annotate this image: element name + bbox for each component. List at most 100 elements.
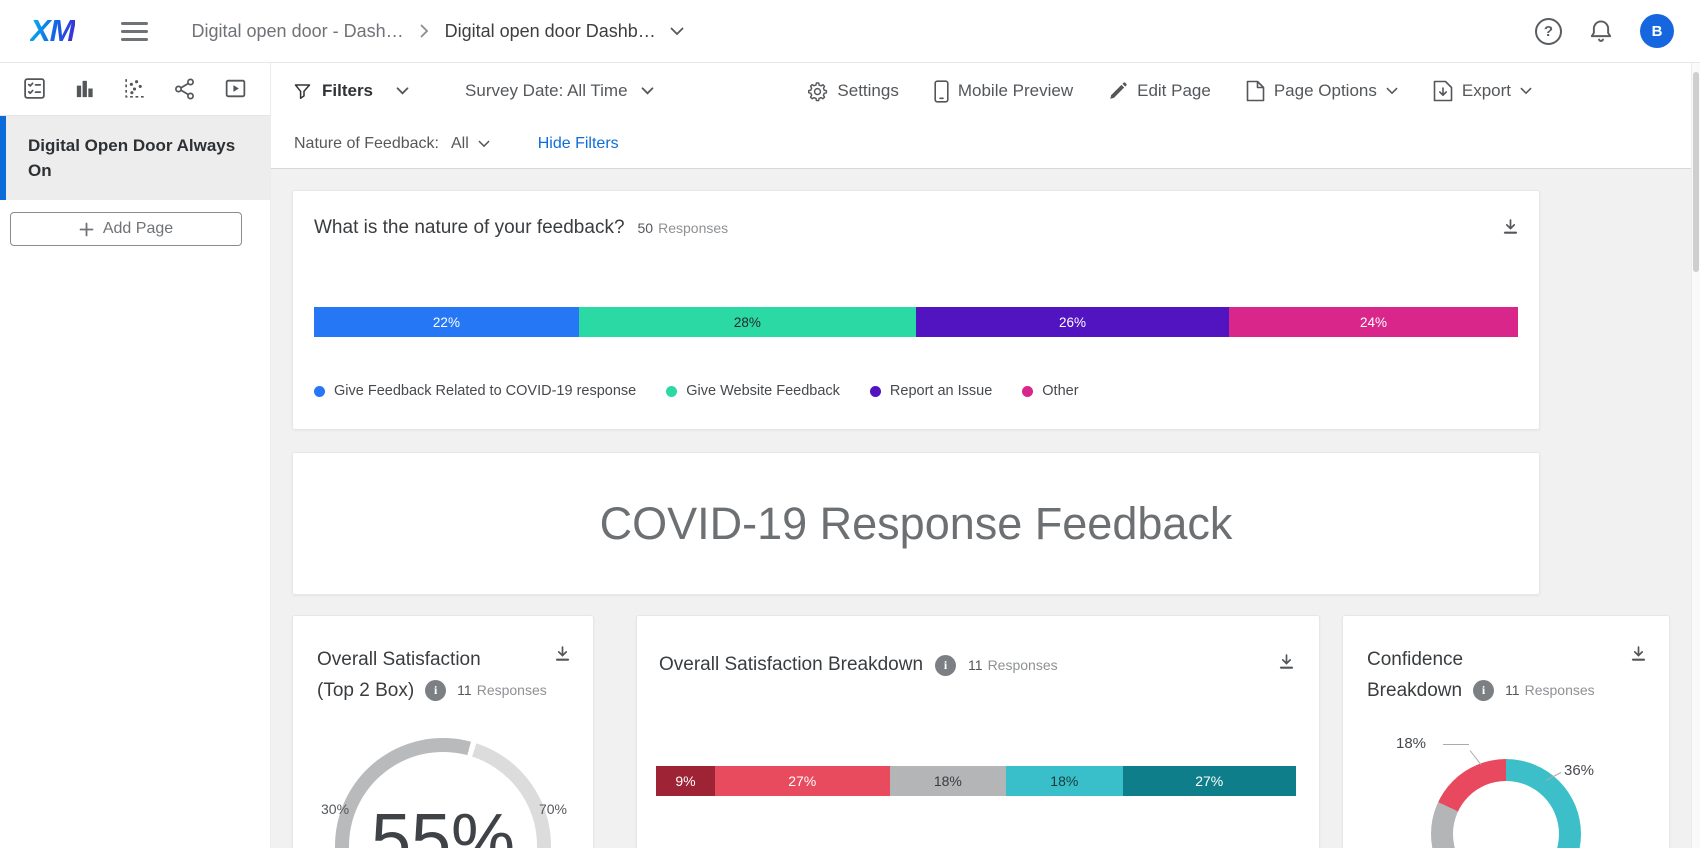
- download-icon: [1630, 646, 1647, 662]
- add-page-button[interactable]: Add Page: [10, 212, 242, 246]
- xm-logo[interactable]: XM: [30, 13, 75, 48]
- mobile-preview-button[interactable]: Mobile Preview: [934, 79, 1074, 103]
- responses-count: 11 Responses: [457, 675, 547, 706]
- chevron-down-icon: [1386, 87, 1398, 95]
- bar-segment-report-issue[interactable]: 26%: [915, 307, 1230, 337]
- segment-label: 22%: [432, 314, 460, 330]
- plus-icon: [79, 222, 94, 237]
- gauge-max-label: 70%: [538, 801, 567, 817]
- filters-button[interactable]: Filters: [294, 81, 409, 101]
- legend-item[interactable]: Report an Issue: [869, 383, 992, 399]
- segment-label: 18%: [933, 773, 962, 789]
- header-row-2: Nature of Feedback: All Hide Filters: [271, 120, 1700, 167]
- donut-leader-line: [1443, 744, 1469, 745]
- responses-count: 11 Responses: [968, 657, 1058, 673]
- responses-word: Responses: [1524, 682, 1595, 698]
- confidence-donut-chart: [1431, 759, 1581, 848]
- export-download-icon: [1433, 80, 1453, 102]
- pencil-icon: [1108, 81, 1128, 101]
- help-button[interactable]: ?: [1535, 17, 1562, 45]
- page-options-button[interactable]: Page Options: [1246, 80, 1398, 102]
- page-item-label: Digital Open Door Always On: [28, 136, 236, 180]
- segment-label: 18%: [1050, 773, 1079, 789]
- legend-item[interactable]: Other: [1022, 383, 1079, 399]
- bar-segment-3[interactable]: 18%: [889, 766, 1007, 796]
- bar-segment-covid-feedback[interactable]: 22%: [314, 307, 579, 337]
- download-widget-button[interactable]: [1278, 654, 1295, 670]
- export-button[interactable]: Export: [1433, 80, 1532, 102]
- notifications-button[interactable]: [1588, 18, 1614, 45]
- legend-label: Give Website Feedback: [686, 383, 840, 399]
- confidence-breakdown-widget: Confidence Breakdown i 11 Responses: [1342, 615, 1670, 848]
- question-icon: ?: [1543, 22, 1554, 40]
- account-avatar[interactable]: B: [1640, 14, 1674, 48]
- widget-title-row: Overall Satisfaction Breakdown i 11 Resp…: [637, 616, 1319, 676]
- widget-title-line1: Overall Satisfaction: [317, 649, 481, 670]
- chevron-down-icon: [641, 87, 654, 95]
- export-label: Export: [1461, 81, 1511, 100]
- legend-item[interactable]: Give Website Feedback: [666, 383, 840, 399]
- segment-label: 28%: [733, 314, 761, 330]
- chevron-down-icon[interactable]: [670, 27, 684, 36]
- info-icon[interactable]: i: [425, 680, 447, 701]
- bar-segment-2[interactable]: 27%: [714, 766, 890, 796]
- chevron-down-icon: [1520, 87, 1532, 95]
- nature-of-feedback-filter[interactable]: Nature of Feedback: All: [294, 135, 490, 153]
- settings-button[interactable]: Settings: [807, 81, 899, 102]
- scrollbar-thumb[interactable]: [1693, 72, 1699, 272]
- breadcrumb-dashboard[interactable]: Digital open door Dashb…: [444, 20, 656, 41]
- segment-label: 9%: [675, 773, 696, 789]
- responses-number: 11: [457, 682, 472, 698]
- responses-number: 11: [1505, 682, 1520, 698]
- widget-title-line1: Confidence: [1367, 649, 1464, 670]
- filters-label: Filters: [322, 81, 374, 100]
- download-widget-button[interactable]: [554, 646, 571, 662]
- bar-segment-website-feedback[interactable]: 28%: [578, 307, 916, 337]
- mobile-phone-icon: [934, 79, 949, 103]
- download-widget-button[interactable]: [1630, 646, 1647, 662]
- legend-label: Give Feedback Related to COVID-19 respon…: [334, 383, 637, 399]
- download-widget-button[interactable]: [1502, 219, 1519, 235]
- mobile-preview-label: Mobile Preview: [957, 81, 1074, 100]
- info-icon[interactable]: i: [1473, 680, 1495, 701]
- widget-title-line2: Breakdown: [1367, 680, 1463, 701]
- bar-chart-icon[interactable]: [73, 77, 96, 100]
- dashboard-header: Filters Survey Date: All Time Settings: [271, 62, 1700, 169]
- edit-page-button[interactable]: Edit Page: [1108, 81, 1211, 101]
- bar-segment-4[interactable]: 18%: [1006, 766, 1123, 796]
- add-page-label: Add Page: [102, 220, 174, 237]
- legend-dot: [869, 385, 881, 397]
- satisfaction-breakdown-widget: Overall Satisfaction Breakdown i 11 Resp…: [636, 615, 1320, 848]
- survey-date-filter[interactable]: Survey Date: All Time: [465, 81, 654, 101]
- segment-label: 26%: [1058, 314, 1087, 330]
- vertical-scrollbar[interactable]: [1691, 62, 1700, 848]
- bar-segment-5[interactable]: 27%: [1122, 766, 1296, 796]
- video-play-icon[interactable]: [223, 76, 248, 101]
- hide-filters-link[interactable]: Hide Filters: [537, 134, 619, 152]
- satisfaction-stacked-bar: 9% 27% 18% 18% 27%: [656, 766, 1296, 796]
- share-icon[interactable]: [173, 77, 197, 101]
- nature-of-feedback-widget: What is the nature of your feedback? 50 …: [292, 190, 1540, 430]
- sidebar-page-item-selected[interactable]: Digital Open Door Always On: [0, 116, 270, 200]
- legend-item[interactable]: Give Feedback Related to COVID-19 respon…: [314, 383, 636, 399]
- responses-word: Responses: [987, 657, 1058, 673]
- info-icon[interactable]: i: [935, 654, 957, 676]
- breadcrumb-project[interactable]: Digital open door - Dash…: [191, 20, 404, 41]
- responses-word: Responses: [476, 682, 547, 698]
- satisfaction-gauge: 55%: [335, 738, 551, 848]
- widget-title-block: Overall Satisfaction (Top 2 Box) i 11 Re…: [293, 616, 593, 706]
- nature-filter-label: Nature of Feedback:: [294, 134, 439, 152]
- nature-legend: Give Feedback Related to COVID-19 respon…: [314, 383, 1079, 399]
- responses-number: 50: [637, 220, 654, 236]
- funnel-icon: [294, 83, 311, 100]
- settings-label: Settings: [837, 81, 899, 100]
- section-banner-widget: COVID-19 Response Feedback: [292, 452, 1540, 595]
- widget-title-line2: (Top 2 Box): [317, 680, 415, 701]
- donut-label-18: 18%: [1396, 735, 1427, 752]
- scatter-plot-icon[interactable]: [122, 76, 147, 101]
- survey-checklist-icon[interactable]: [22, 76, 47, 101]
- bar-segment-1[interactable]: 9%: [656, 766, 715, 796]
- hamburger-menu-button[interactable]: [120, 21, 148, 41]
- bar-segment-other[interactable]: 24%: [1229, 307, 1518, 337]
- responses-count: 11 Responses: [1505, 675, 1595, 706]
